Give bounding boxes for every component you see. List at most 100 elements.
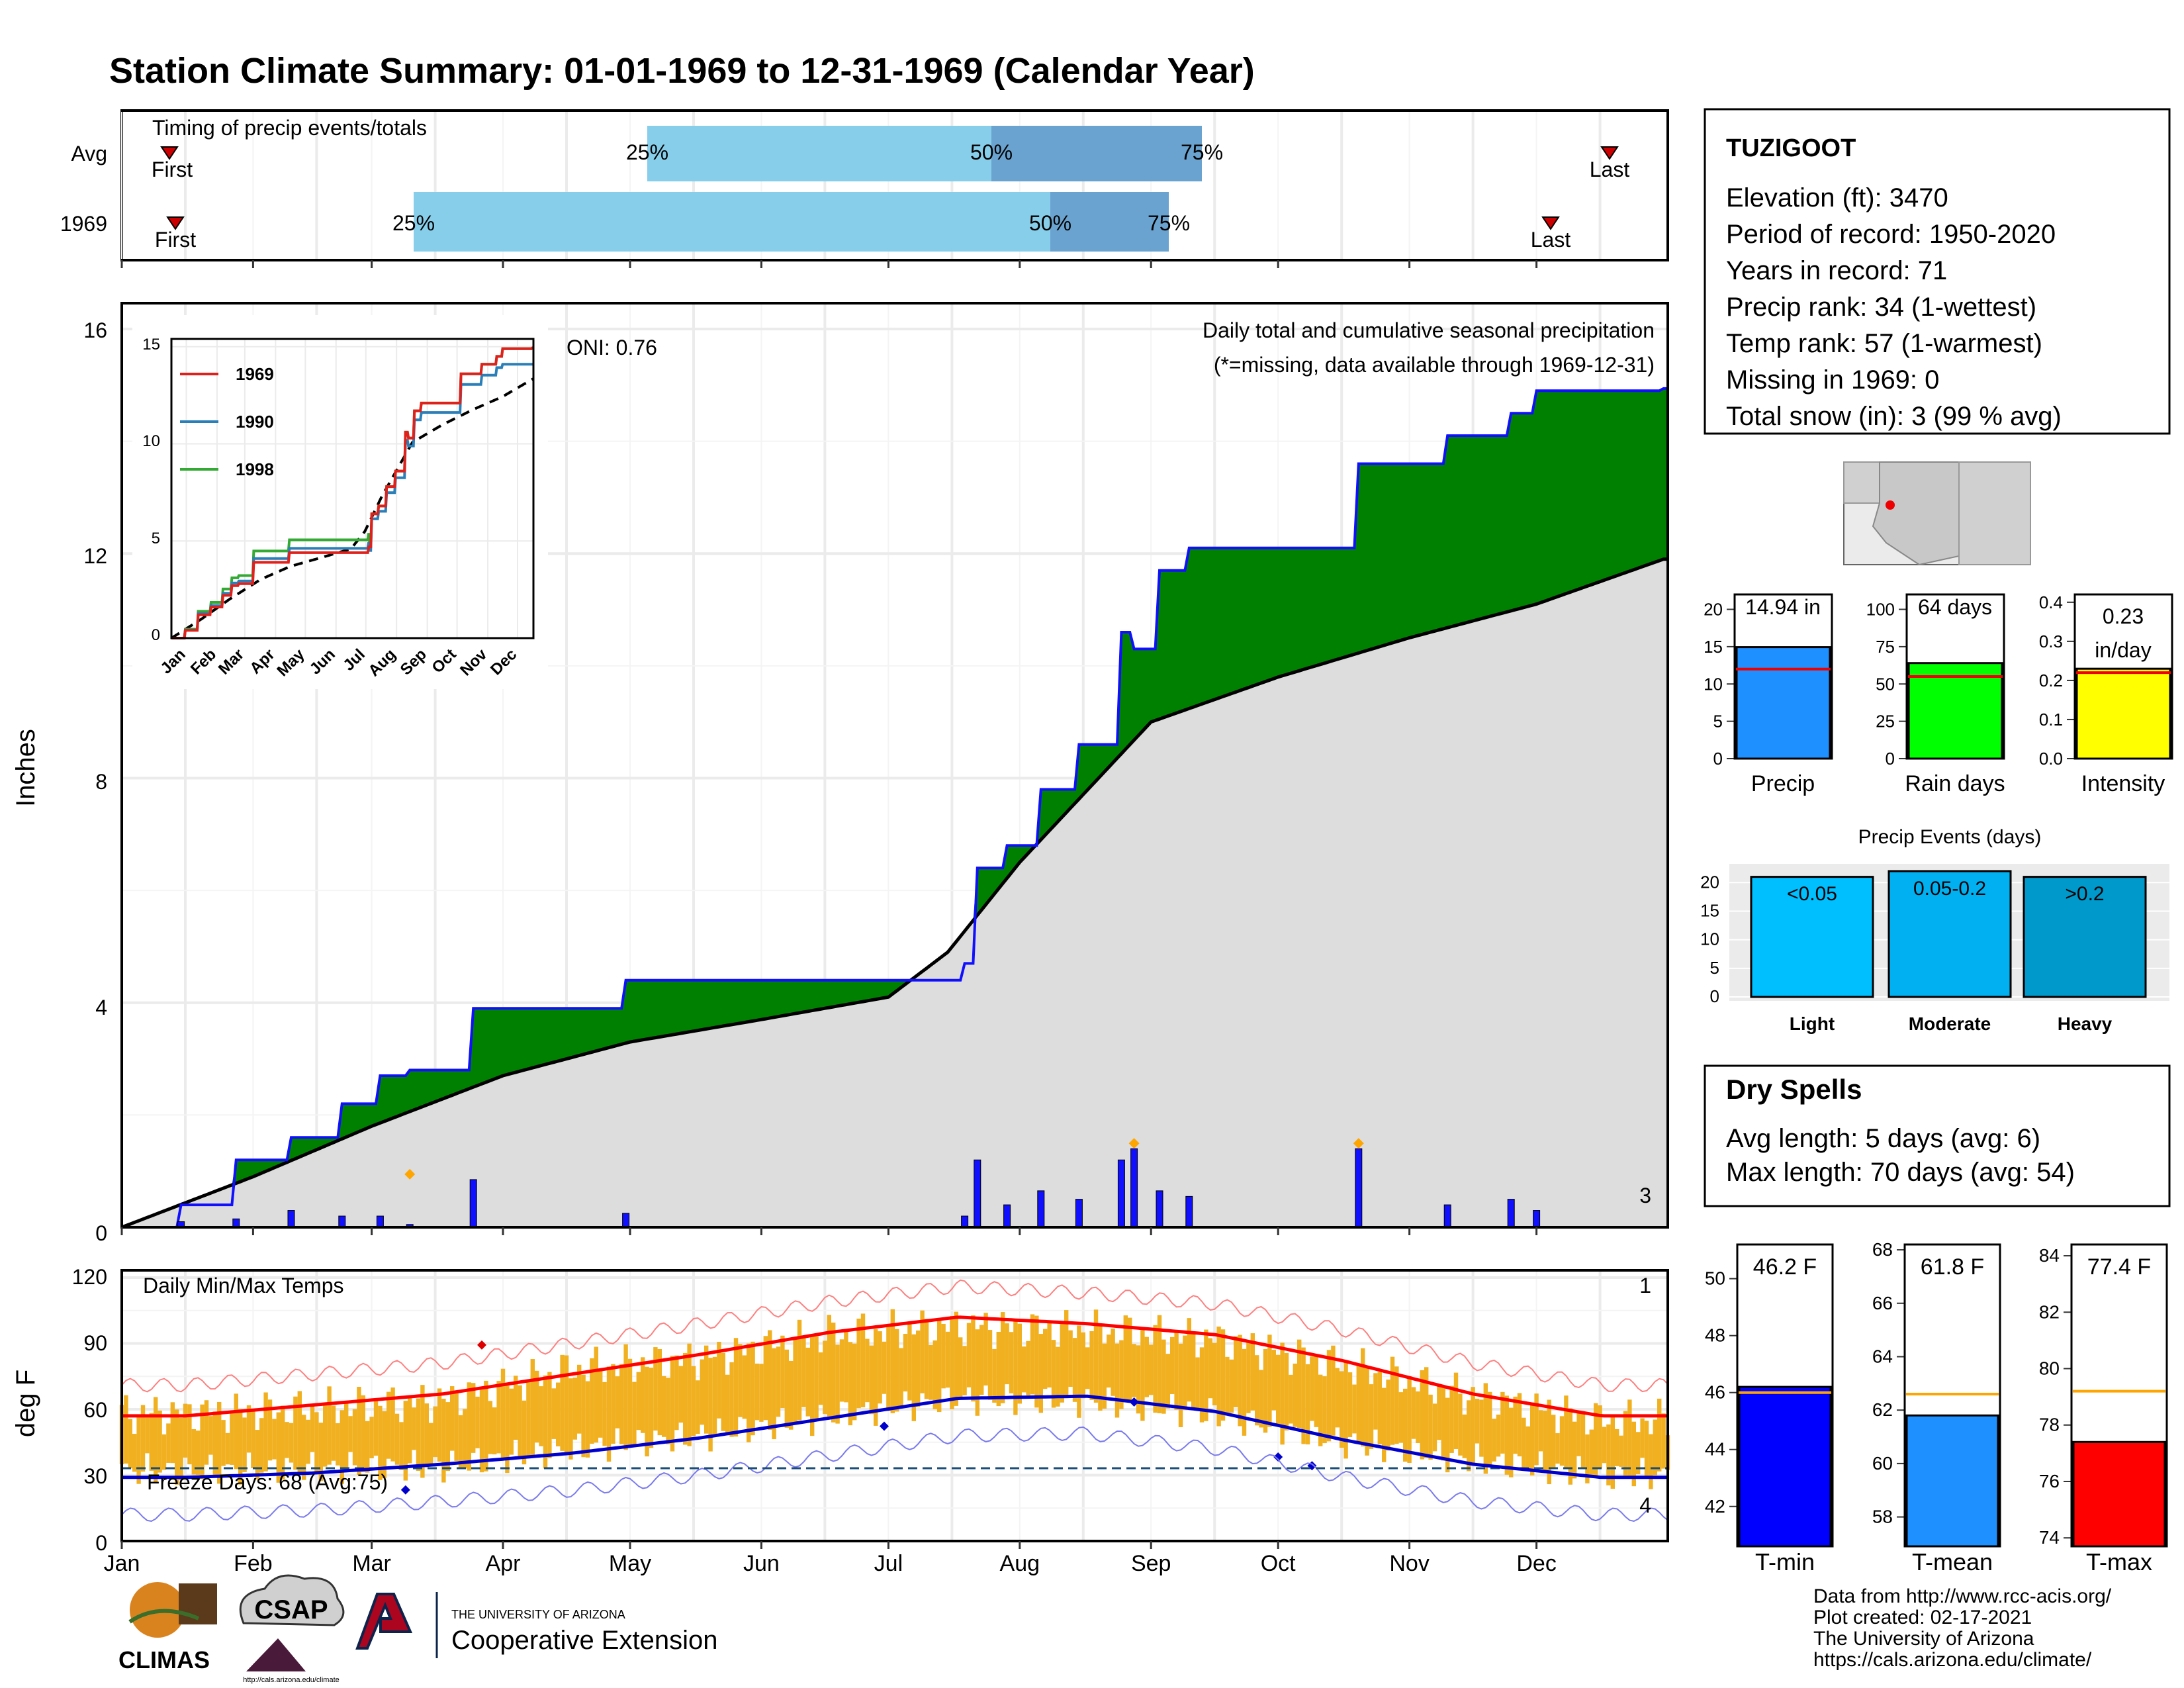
daily-temp-bar [742,1355,747,1419]
daily-temp-bar [1030,1314,1035,1395]
daily-temp-bar [1649,1434,1653,1489]
daily-precip-bar [1185,1196,1193,1228]
month-label-oct: Oct [1261,1551,1296,1576]
daily-temp-bar [408,1395,412,1464]
daily-temp-bar [801,1336,806,1407]
stat-axis-tick-label: 78 [2039,1415,2060,1435]
daily-temp-bar [594,1346,598,1443]
daily-precip-bar [1507,1199,1515,1228]
daily-temp-bar [950,1315,954,1409]
timing-1969-first-marker [166,216,185,230]
daily-precip-bar [376,1215,384,1228]
daily-temp-bar [1398,1392,1403,1443]
stat-axis-tick-label: 100 [1866,600,1895,620]
daily-temp-bar [246,1405,251,1453]
daily-temp-bar [509,1388,514,1455]
precip-stat-frame [1733,593,1833,760]
timing-title: Timing of precip events/totals [152,116,427,140]
daily-temp-bar [293,1396,298,1470]
daily-temp-bar [1250,1333,1255,1411]
daily-temp-bar [992,1348,997,1403]
daily-temp-bar [1517,1393,1522,1457]
events-heavy-inner: >0.2 [2065,883,2104,905]
daily-temp-bar [1009,1332,1014,1393]
daily-temp-bar [619,1364,624,1444]
daily-temp-bar [496,1381,501,1454]
daily-temp-bar [230,1411,234,1465]
intensity-stat-value: 0.23 [2103,604,2144,628]
events-axis-tick-label: 20 [1700,872,1719,892]
daily-temp-bar [1479,1399,1484,1457]
daily-temp-bar [725,1374,730,1436]
record-low-marker [1273,1452,1283,1462]
daily-temp-bar [488,1401,492,1454]
daily-temp-bar [183,1403,188,1458]
daily-temp-bar [1107,1335,1111,1388]
record-low-count: 4 [1639,1493,1651,1517]
month-axis-labels: Jan Feb Mar Apr May Jun Jul Aug Sep Oct Nov Dec [104,260,1557,1576]
precip-stat-bar [1735,646,1831,760]
daily-temp-bar [945,1331,950,1388]
daily-temp-bar [933,1340,937,1409]
csap-logo: CSAP http://cals.arizona.edu/climate [239,1574,345,1684]
stat-axis-tick-label: 76 [2039,1471,2060,1491]
daily-temp-bar [1594,1403,1598,1477]
daily-temp-bar [1623,1411,1628,1476]
daily-temp-bar [704,1345,709,1434]
stat-axis-tick-label: 0.3 [2039,632,2063,651]
daily-temp-bar [1598,1405,1602,1469]
daily-temp-bar [556,1382,561,1446]
timing-avg-50-label: 50% [970,140,1013,164]
daily-temp-bar [1068,1330,1073,1387]
temp-ytick-60: 60 [83,1398,107,1422]
daily-temp-bar [1564,1395,1569,1468]
station-line-elevation: Elevation (ft): 3470 [1726,183,1948,212]
climas-logo-text: CLIMAS [118,1646,210,1673]
daily-temp-bar [1220,1329,1226,1421]
daily-temp-bar [1064,1310,1069,1399]
station-line-temp-rank: Temp rank: 57 (1-warmest) [1726,329,2042,358]
daily-temp-bar [869,1345,874,1415]
station-info-frame [1704,108,2171,435]
events-axis-tick-label: 15 [1700,900,1719,920]
timing-1969-50-75-bar [1050,192,1169,252]
daily-temp-bar [1335,1368,1340,1428]
daily-temp-bar [484,1380,488,1472]
daily-temp-bar [780,1335,785,1409]
daily-temp-bar [403,1401,408,1481]
daily-temp-bar [1636,1432,1641,1475]
page-title: Station Climate Summary: 01-01-1969 to 1… [109,51,1255,91]
station-line-precip-rank: Precip rank: 34 (1-wettest) [1726,293,2036,322]
inset-ytick-0: 0 [152,626,160,644]
temp-ytick-0: 0 [95,1531,107,1555]
tmin-frame [1736,1243,1834,1548]
daily-temp-bar [318,1423,323,1481]
events-axis-tick-label: 5 [1710,958,1719,978]
timing-avg-last-marker [1600,146,1619,160]
timing-avg-first-marker [160,146,179,160]
daily-precip-bar [287,1210,295,1228]
daily-temp-bar [1318,1374,1323,1446]
rain-days-stat-axis: 0 25 50 75 100 [1866,600,1907,769]
daily-temp-bar [1365,1368,1369,1456]
daily-temp-bar [1280,1342,1285,1445]
daily-temp-bar [217,1401,222,1484]
month-label-mar: Mar [352,1551,391,1576]
timing-avg-25-label: 25% [626,140,668,164]
daily-temp-bar [323,1403,328,1467]
daily-temp-bar [839,1339,844,1402]
daily-temp-bar [1492,1419,1496,1462]
daily-temp-bar [890,1309,895,1413]
daily-temp-bar [1572,1421,1577,1479]
daily-temp-bar [585,1381,590,1458]
inset-normal-line [170,377,533,639]
daily-temp-bar [251,1411,255,1468]
record-precip-marker [1128,1138,1140,1149]
daily-temp-bar [983,1313,988,1386]
daily-temp-bar [1089,1331,1094,1400]
month-label-aug: Aug [1000,1551,1040,1576]
daily-precip-bar [622,1213,630,1228]
station-line-years: Years in record: 71 [1726,256,1947,285]
daily-temp-bar [1640,1418,1645,1458]
precip-events-bar-moderate [1888,870,2012,998]
